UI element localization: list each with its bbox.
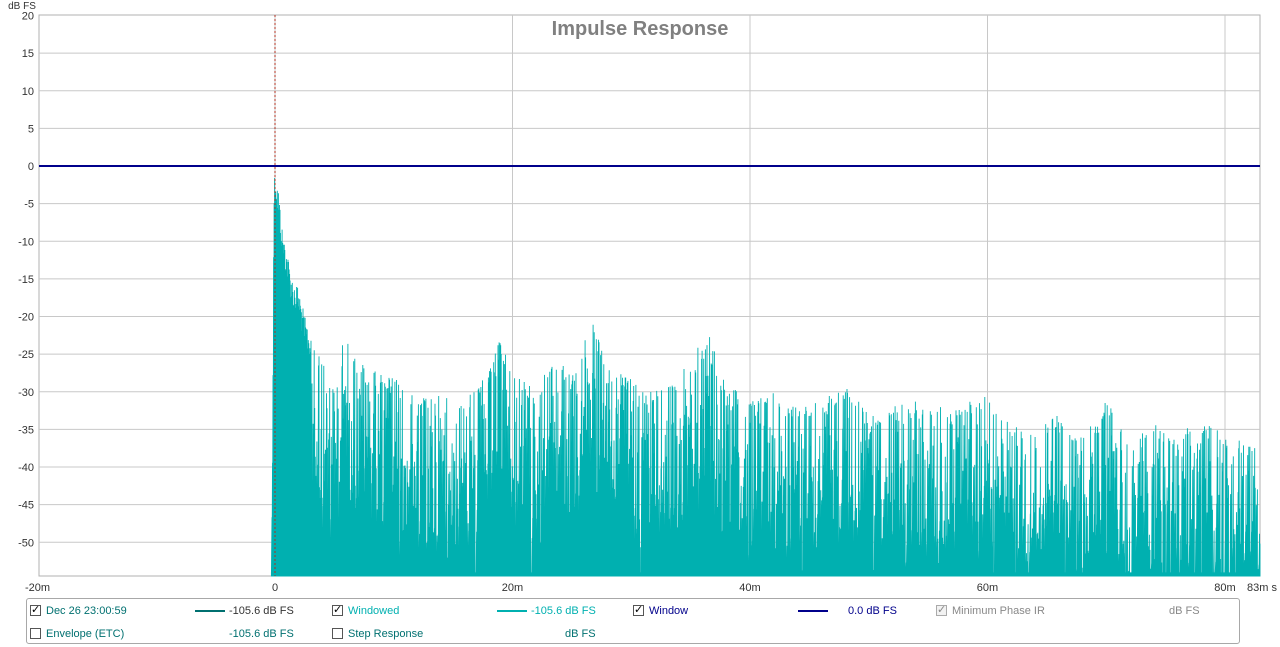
envelope-etc-checkbox[interactable]: [30, 628, 41, 639]
step-response-label[interactable]: Step Response: [348, 628, 424, 640]
step-response-checkbox[interactable]: [332, 628, 343, 639]
dec26-measurement-label[interactable]: Dec 26 23:00:59: [46, 605, 127, 617]
y-tick-label: -5: [24, 199, 34, 211]
windowed-label[interactable]: Windowed: [348, 605, 400, 617]
y-tick-label: -50: [18, 537, 34, 549]
window-value: 0.0 dB FS: [848, 605, 897, 617]
y-axis-label: dB FS: [8, 1, 36, 12]
windowed-checkbox[interactable]: [332, 603, 343, 616]
y-tick-label: 10: [22, 86, 34, 98]
envelope-etc-value: -105.6 dB FS: [229, 628, 294, 640]
x-tick-label: 40m: [739, 582, 760, 594]
chart-title: Impulse Response: [552, 18, 729, 40]
axis-labels: 20 15 10 5 0 -5 -10 -15 -20 -25 -30 -35 -40 -45 -50 -20…: [18, 11, 1277, 595]
y-tick-label: 20: [22, 11, 34, 23]
window-label[interactable]: Window: [649, 605, 689, 617]
minimum-phase-ir-value: dB FS: [1169, 605, 1200, 617]
dec26-measurement-swatch: [195, 610, 225, 612]
x-tick-label: 83m s: [1247, 582, 1277, 594]
y-tick-label: -30: [18, 387, 34, 399]
x-tick-label: 0: [272, 582, 278, 594]
y-tick-label: 0: [28, 161, 34, 173]
x-tick-label: 20m: [502, 582, 523, 594]
grid-lines: [39, 15, 1260, 576]
windowed-value: -105.6 dB FS: [531, 605, 596, 617]
windowed-swatch: [497, 610, 527, 612]
y-tick-label: -35: [18, 424, 34, 436]
y-tick-label: 15: [22, 48, 34, 60]
windowed-ir-trace: [270, 177, 1261, 577]
y-tick-label: -45: [18, 500, 34, 512]
dec26-measurement-value: -105.6 dB FS: [229, 605, 294, 617]
x-tick-label: -20m: [25, 582, 50, 594]
minimum-phase-ir-checkbox[interactable]: [936, 603, 947, 616]
y-tick-label: -15: [18, 274, 34, 286]
y-tick-label: -20: [18, 312, 34, 324]
y-tick-label: -40: [18, 462, 34, 474]
y-tick-label: -25: [18, 349, 34, 361]
legend-panel: Dec 26 23:00:59 -105.6 dB FS Windowed -1…: [26, 598, 1240, 644]
window-checkbox[interactable]: [633, 603, 644, 616]
x-tick-label: 60m: [977, 582, 998, 594]
dec26-measurement-checkbox[interactable]: [30, 603, 41, 616]
window-swatch: [798, 610, 828, 612]
x-tick-label: 80m: [1214, 582, 1235, 594]
y-tick-label: 5: [28, 123, 34, 135]
minimum-phase-ir-label[interactable]: Minimum Phase IR: [952, 605, 1045, 617]
impulse-response-chart[interactable]: 20 15 10 5 0 -5 -10 -15 -20 -25 -30 -35 -40 -45 -50 -20…: [0, 0, 1280, 597]
envelope-etc-label[interactable]: Envelope (ETC): [46, 628, 125, 640]
y-tick-label: -10: [18, 236, 34, 248]
step-response-value: dB FS: [565, 628, 596, 640]
chart-marks: [39, 15, 1261, 577]
